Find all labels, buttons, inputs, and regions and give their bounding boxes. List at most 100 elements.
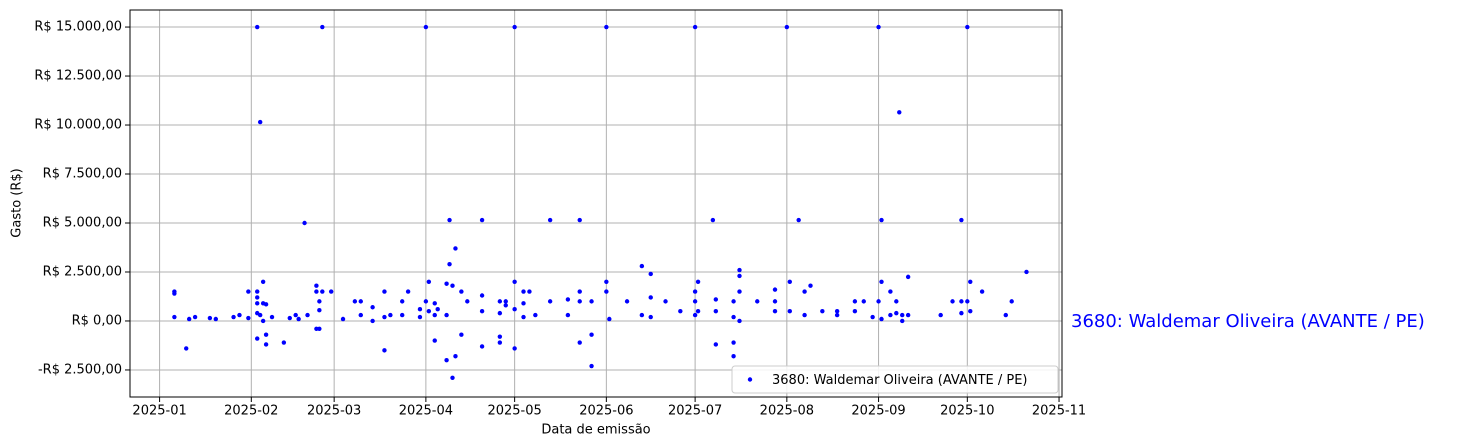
- point: [820, 308, 825, 314]
- point: [1009, 299, 1014, 304]
- point: [172, 291, 177, 296]
- point: [737, 289, 742, 294]
- point: [678, 308, 683, 314]
- point: [663, 299, 668, 304]
- point: [547, 217, 553, 223]
- y-axis-label: Gasto (R$): [10, 168, 25, 237]
- point: [465, 299, 470, 304]
- point: [423, 24, 429, 30]
- legend-box: [731, 365, 1059, 394]
- point: [565, 312, 571, 318]
- point: [450, 375, 455, 380]
- point: [876, 299, 881, 304]
- point: [648, 271, 653, 277]
- point: [521, 289, 526, 294]
- point: [435, 307, 440, 312]
- legend-marker: [747, 377, 753, 382]
- point: [604, 289, 609, 294]
- point: [604, 24, 609, 30]
- point: [255, 24, 260, 30]
- point: [447, 261, 452, 267]
- point: [772, 299, 778, 304]
- point: [186, 316, 192, 322]
- x-tick-label: 2025-07: [668, 404, 722, 419]
- annotation: 3680: Waldemar Oliveira (AVANTE / PE): [1071, 311, 1425, 332]
- point: [444, 312, 449, 318]
- point: [213, 316, 219, 322]
- point: [444, 357, 449, 363]
- y-tick-label: R$ 12.500,00: [34, 69, 122, 84]
- point: [547, 299, 553, 304]
- point: [900, 312, 905, 318]
- point: [959, 299, 964, 304]
- point: [432, 312, 437, 318]
- point: [692, 289, 698, 294]
- point: [834, 312, 840, 318]
- point: [879, 217, 884, 223]
- point: [852, 299, 858, 304]
- point: [808, 283, 813, 288]
- point: [305, 312, 310, 318]
- point: [479, 217, 485, 223]
- point: [979, 289, 985, 294]
- point: [417, 314, 423, 320]
- point: [731, 314, 736, 320]
- point: [648, 295, 653, 300]
- point: [382, 289, 387, 294]
- plot-frame: [129, 9, 1063, 398]
- point: [624, 299, 630, 304]
- point: [358, 312, 363, 318]
- point: [296, 316, 301, 322]
- point: [888, 289, 893, 294]
- x-tick-label: 2025-02: [224, 404, 278, 419]
- point: [382, 314, 387, 320]
- point: [1024, 269, 1029, 275]
- point: [512, 307, 517, 312]
- point: [172, 314, 177, 320]
- x-tick-label: 2025-03: [307, 404, 361, 419]
- point: [695, 279, 701, 284]
- point: [497, 299, 503, 304]
- point: [950, 299, 955, 304]
- point: [459, 332, 464, 337]
- point: [834, 308, 840, 314]
- point: [263, 332, 269, 337]
- point: [968, 279, 973, 284]
- point: [512, 24, 517, 30]
- point: [257, 119, 263, 125]
- point: [447, 217, 452, 223]
- point: [787, 308, 792, 314]
- point: [400, 299, 405, 304]
- point: [959, 217, 964, 223]
- point: [731, 299, 736, 304]
- point: [772, 308, 778, 314]
- point: [772, 287, 778, 292]
- y-tick-label: -R$ 2.500,00: [38, 362, 122, 377]
- point: [959, 310, 964, 316]
- point: [692, 24, 698, 30]
- point: [737, 273, 742, 279]
- point: [870, 314, 875, 320]
- y-tick-label: R$ 15.000,00: [34, 20, 122, 35]
- point: [423, 299, 429, 304]
- point: [710, 217, 716, 223]
- point: [317, 307, 322, 313]
- y-tick-label: R$ 0,00: [72, 313, 122, 328]
- point: [317, 326, 322, 332]
- point: [527, 289, 532, 294]
- point: [787, 279, 792, 284]
- point: [861, 299, 866, 304]
- point: [731, 340, 736, 345]
- point: [589, 299, 594, 304]
- x-tick-label: 2025-05: [487, 404, 541, 419]
- point: [320, 289, 325, 294]
- point: [938, 312, 943, 318]
- point: [358, 299, 363, 304]
- point: [737, 318, 742, 324]
- point: [400, 312, 405, 318]
- point: [426, 279, 432, 284]
- y-tick-label: R$ 2.500,00: [43, 264, 122, 279]
- point: [302, 220, 307, 226]
- point: [503, 303, 508, 308]
- point: [577, 299, 582, 304]
